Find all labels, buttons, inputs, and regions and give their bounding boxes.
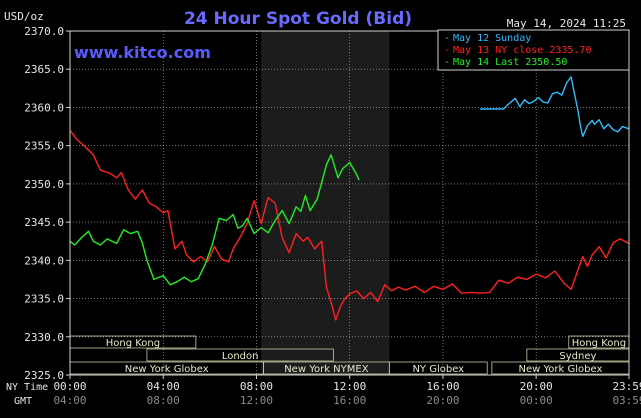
x-tick-label-ny: 20:00 [520, 380, 553, 393]
legend-item-may13: May 13 NY close 2335.70 [453, 45, 591, 56]
session-right-0-label: Hong Kong [572, 338, 626, 349]
unit-label: USD/oz [4, 10, 44, 23]
x-tick-label-ny: 23:59 [612, 380, 641, 393]
x-tick-label-ny: 00:00 [53, 380, 86, 393]
x-tick-label-ny: 04:00 [147, 380, 180, 393]
session-bars: Hong Kong London New York Globex New York N… [69, 335, 630, 375]
session-shade [261, 31, 390, 375]
legend-dash-may14: - [444, 57, 450, 68]
x-tick-label-ny: 12:00 [333, 380, 366, 393]
series-lines [69, 76, 630, 321]
gmt-row-label: GMT [14, 396, 32, 407]
grid [70, 31, 629, 375]
legend-item-may14: May 14 Last 2350.50 [453, 57, 567, 68]
series-line-1 [69, 129, 630, 321]
y-tick-label: 2360.0 [24, 101, 64, 114]
session-left-3-label: New York NYMEX [284, 364, 369, 375]
y-tick-label: 2370.0 [24, 25, 64, 38]
y-tick-label: 2335.0 [24, 293, 64, 306]
y-tick-label: 2355.0 [24, 140, 64, 153]
y-tick-label: 2330.0 [24, 331, 64, 344]
x-tick-label-gmt: 12:00 [240, 394, 273, 407]
session-left-1-bar [146, 348, 334, 362]
series-line-2 [69, 154, 360, 286]
session-left-2-label: New York Globex [125, 364, 209, 375]
legend-dash-may13: - [444, 45, 450, 56]
y-tick-label: 2350.0 [24, 178, 64, 191]
y-tick-label: 2325.0 [24, 369, 64, 382]
y-tick-label: 2345.0 [24, 216, 64, 229]
chart-title: 24 Hour Spot Gold (Bid) [184, 9, 412, 29]
x-tick-label-gmt: 08:00 [147, 394, 180, 407]
session-right-2-label: New York Globex [519, 364, 603, 375]
session-left-0-label: Hong Kong [106, 338, 160, 349]
session-left-4-bar [388, 361, 488, 375]
x-tick-label-gmt: 04:00 [53, 394, 86, 407]
x-tick-label-ny: 16:00 [426, 380, 459, 393]
y-tick-label: 2365.0 [24, 63, 64, 76]
session-right-1-label: Sydney [559, 351, 596, 362]
x-tick-label-ny: 08:00 [240, 380, 273, 393]
x-axis: 00:0004:0008:0012:0016:0020:0023:5904:00… [53, 375, 641, 407]
x-tick-label-gmt: 20:00 [426, 394, 459, 407]
x-tick-label-gmt: 00:00 [520, 394, 553, 407]
x-tick-label-gmt: 03:59 [612, 394, 641, 407]
ny-time-row-label: NY Time [6, 382, 48, 393]
series-line-0 [480, 76, 630, 138]
x-tick-label-gmt: 16:00 [333, 394, 366, 407]
legend-dash-may12: - [444, 33, 450, 44]
legend: May 12 Sunday May 13 NY close 2335.70 Ma… [437, 29, 630, 71]
session-left-4-label: NY Globex [412, 364, 464, 375]
y-tick-label: 2340.0 [24, 254, 64, 267]
timestamp: May 14, 2024 11:25 [507, 17, 626, 30]
y-axis: 2370.0 2365.0 2360.0 2355.0 2350.0 2345.0 2340… [24, 25, 70, 382]
legend-item-may12: May 12 Sunday [453, 33, 531, 44]
site-watermark: www.kitco.com [74, 43, 211, 62]
legend-box [437, 29, 630, 71]
session-left-1-label: London [222, 351, 259, 362]
